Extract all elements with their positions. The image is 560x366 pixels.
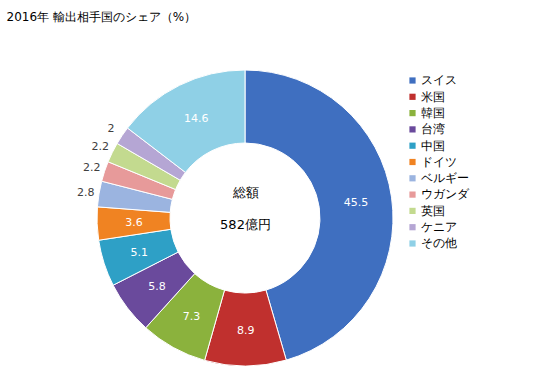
svg-text:2.8: 2.8 xyxy=(77,186,95,199)
svg-text:ベルギー: ベルギー xyxy=(421,171,469,185)
svg-text:その他: その他 xyxy=(421,236,457,250)
svg-text:ウガンダ: ウガンダ xyxy=(421,187,470,201)
svg-text:5.8: 5.8 xyxy=(148,280,166,293)
svg-text:14.6: 14.6 xyxy=(184,112,209,125)
svg-text:2.2: 2.2 xyxy=(83,161,101,174)
svg-text:米国: 米国 xyxy=(421,90,445,104)
svg-text:ケニア: ケニア xyxy=(421,220,457,234)
svg-text:3.6: 3.6 xyxy=(125,216,143,229)
svg-text:韓国: 韓国 xyxy=(421,106,445,120)
svg-text:台湾: 台湾 xyxy=(421,122,445,136)
svg-text:中国: 中国 xyxy=(421,139,445,153)
svg-text:8.9: 8.9 xyxy=(237,324,255,337)
svg-text:45.5: 45.5 xyxy=(344,196,369,209)
svg-text:7.3: 7.3 xyxy=(183,310,201,323)
svg-text:2: 2 xyxy=(107,122,114,135)
svg-text:英国: 英国 xyxy=(421,204,445,218)
svg-text:ドイツ: ドイツ xyxy=(421,155,457,169)
svg-text:2016年 輸出相手国のシェア（%）: 2016年 輸出相手国のシェア（%） xyxy=(7,10,197,24)
svg-text:2.2: 2.2 xyxy=(91,140,109,153)
svg-text:総額: 総額 xyxy=(232,185,259,200)
svg-text:スイス: スイス xyxy=(421,73,457,87)
svg-text:582億円: 582億円 xyxy=(220,217,271,232)
svg-text:5.1: 5.1 xyxy=(131,246,149,259)
